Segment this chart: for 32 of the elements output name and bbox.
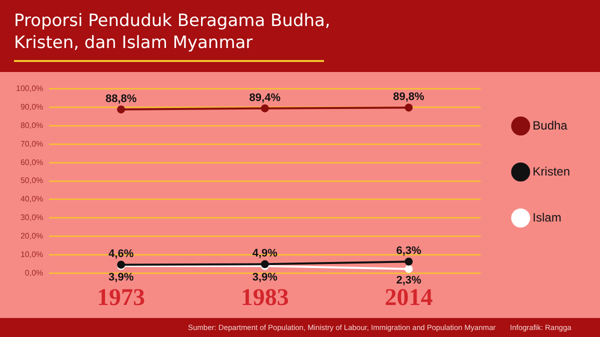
data-label: 89,8%: [393, 91, 425, 104]
data-label: 88,8%: [105, 92, 137, 105]
y-tick-label: 10,0%: [20, 250, 44, 259]
y-tick-label: 80,0%: [20, 120, 44, 130]
y-tick-label: 20,0%: [20, 232, 44, 241]
x-tick-label: 2014: [384, 284, 433, 311]
point: [404, 104, 413, 112]
data-label: 3,9%: [252, 272, 278, 284]
data-label: 4,9%: [252, 248, 278, 260]
point: [260, 104, 269, 112]
point: [404, 264, 413, 273]
data-label: 3,9%: [108, 272, 134, 284]
y-tick-label: 70,0%: [20, 139, 44, 148]
y-tick-label: 0,0%: [24, 268, 44, 278]
data-label: 89,4%: [249, 92, 281, 104]
legend-label: Islam: [532, 210, 562, 224]
x-tick-label: 1983: [240, 284, 289, 311]
chart-title: Proporsi Penduduk Beragama Budha, Kristen, dan Islam Myanmar: [14, 10, 332, 54]
data-label: 4,6%: [108, 248, 134, 260]
y-tick-label: 40,0%: [20, 194, 44, 204]
legend-label: Kristen: [532, 164, 570, 178]
data-label: 2,3%: [396, 274, 422, 286]
y-tick-label: 60,0%: [20, 158, 44, 167]
y-tick-label: 50,0%: [20, 176, 44, 186]
legend-label: Budha: [532, 118, 568, 132]
y-tick-label: 90,0%: [20, 102, 44, 112]
point: [117, 105, 126, 114]
x-tick-label: 1973: [97, 284, 146, 311]
y-tick-label: 30,0%: [20, 213, 44, 222]
point: [404, 258, 413, 266]
data-label: 6,3%: [396, 245, 422, 258]
y-tick-label: 100,0%: [16, 84, 44, 94]
